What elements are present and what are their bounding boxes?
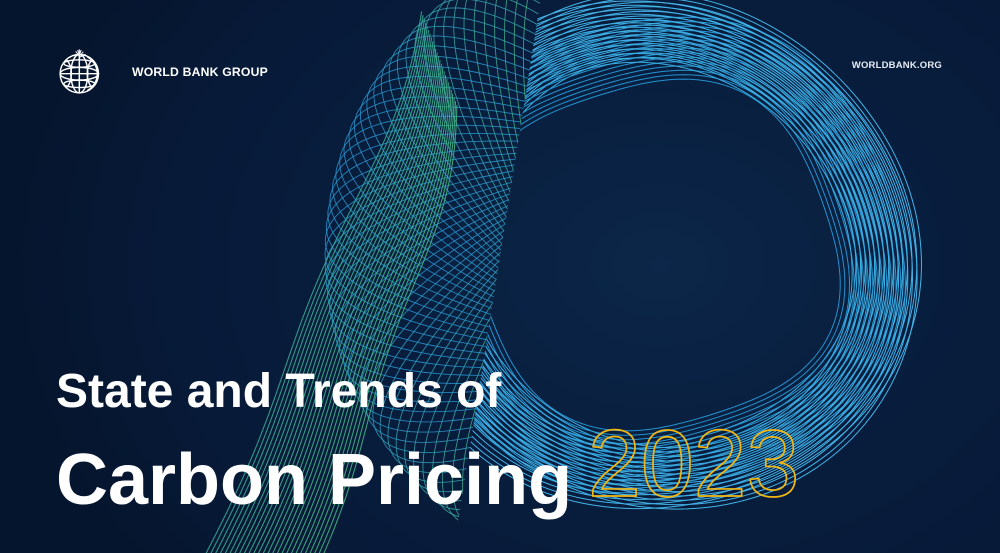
svg-text:2023: 2023 bbox=[588, 411, 799, 517]
